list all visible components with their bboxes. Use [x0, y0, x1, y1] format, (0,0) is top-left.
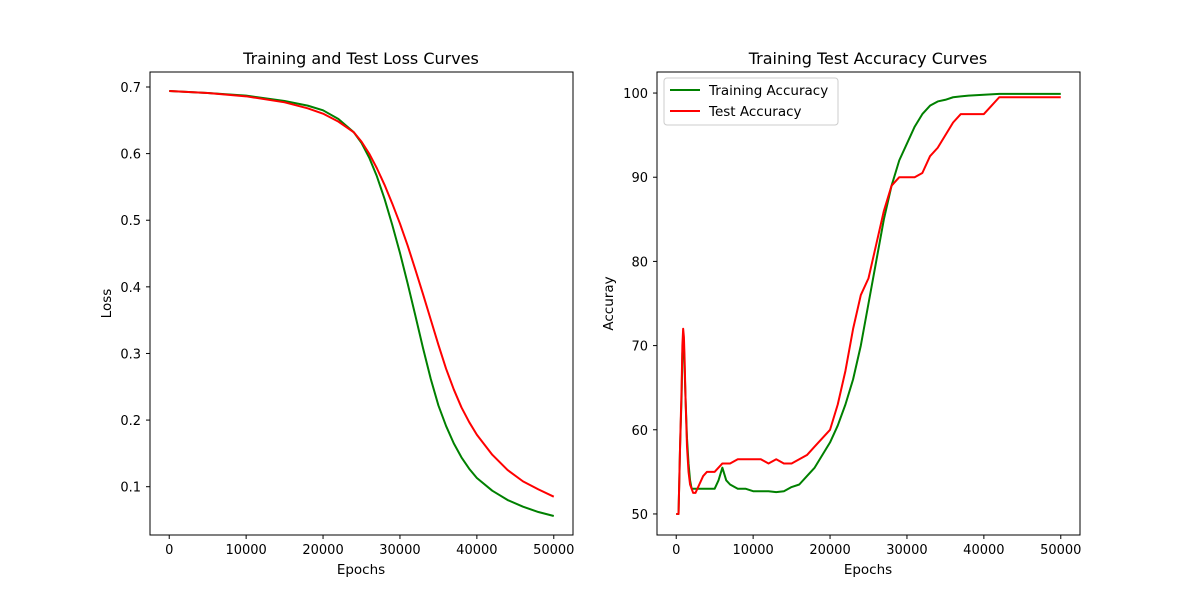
accuracy-chart-title: Training Test Accuracy Curves	[748, 49, 987, 68]
accuracy-x-tick-label: 40000	[963, 543, 1004, 558]
accuracy-y-tick-label: 60	[631, 424, 648, 439]
accuracy-y-tick-label: 70	[631, 340, 648, 355]
loss-y-tick-label: 0.6	[120, 148, 141, 163]
accuracy-chart-panel: Training Test Accuracy Curves Epochs Acc…	[601, 49, 1081, 578]
loss-plot-frame	[149, 71, 574, 536]
loss-y-tick-label: 0.2	[120, 414, 141, 429]
legend-box	[663, 77, 839, 126]
accuracy-y-tick-label: 100	[623, 87, 648, 102]
accuracy-x-tick-label: 10000	[732, 543, 773, 558]
accuracy-x-tick-label: 30000	[886, 543, 927, 558]
accuracy-x-tick-label: 0	[672, 543, 680, 558]
loss-x-tick-label: 20000	[302, 543, 343, 558]
accuracy-x-axis-label: Epochs	[844, 562, 892, 578]
accuracy-plot-frame	[656, 71, 1081, 536]
accuracy-x-tick-label: 50000	[1040, 543, 1081, 558]
loss-y-tick-label: 0.4	[120, 281, 141, 296]
loss-y-tick-label: 0.1	[120, 481, 141, 496]
test-accuracy-line	[676, 96, 1061, 515]
loss-y-tick-label: 0.3	[120, 347, 141, 362]
accuracy-legend: Training Accuracy Test Accuracy	[663, 77, 839, 126]
loss-x-tick-label: 0	[165, 543, 173, 558]
loss-x-axis-label: Epochs	[337, 562, 385, 578]
loss-x-tick-label: 50000	[533, 543, 574, 558]
loss-chart-title: Training and Test Loss Curves	[242, 49, 479, 68]
loss-chart-panel: Training and Test Loss Curves Epochs Los…	[99, 49, 574, 578]
loss-x-tick-label: 30000	[379, 543, 420, 558]
loss-x-tick-label: 10000	[225, 543, 266, 558]
accuracy-x-tick-label: 20000	[809, 543, 850, 558]
accuracy-y-tick-label: 50	[631, 508, 648, 523]
loss-plot-area	[169, 89, 555, 517]
loss-x-tick-label: 40000	[456, 543, 497, 558]
accuracy-plot-area	[676, 92, 1061, 515]
legend-label-test-accuracy: Test Accuracy	[708, 104, 802, 120]
loss-y-tick-label: 0.7	[120, 81, 141, 96]
accuracy-y-axis-label: Accuray	[601, 276, 617, 330]
test-loss-line	[169, 89, 555, 498]
loss-y-tick-label: 0.5	[120, 214, 141, 229]
accuracy-y-tick-label: 90	[631, 171, 648, 186]
loss-y-axis-label: Loss	[99, 289, 115, 319]
training-loss-line	[169, 89, 555, 517]
legend-label-training-accuracy: Training Accuracy	[708, 83, 828, 99]
accuracy-y-tick-label: 80	[631, 255, 648, 270]
